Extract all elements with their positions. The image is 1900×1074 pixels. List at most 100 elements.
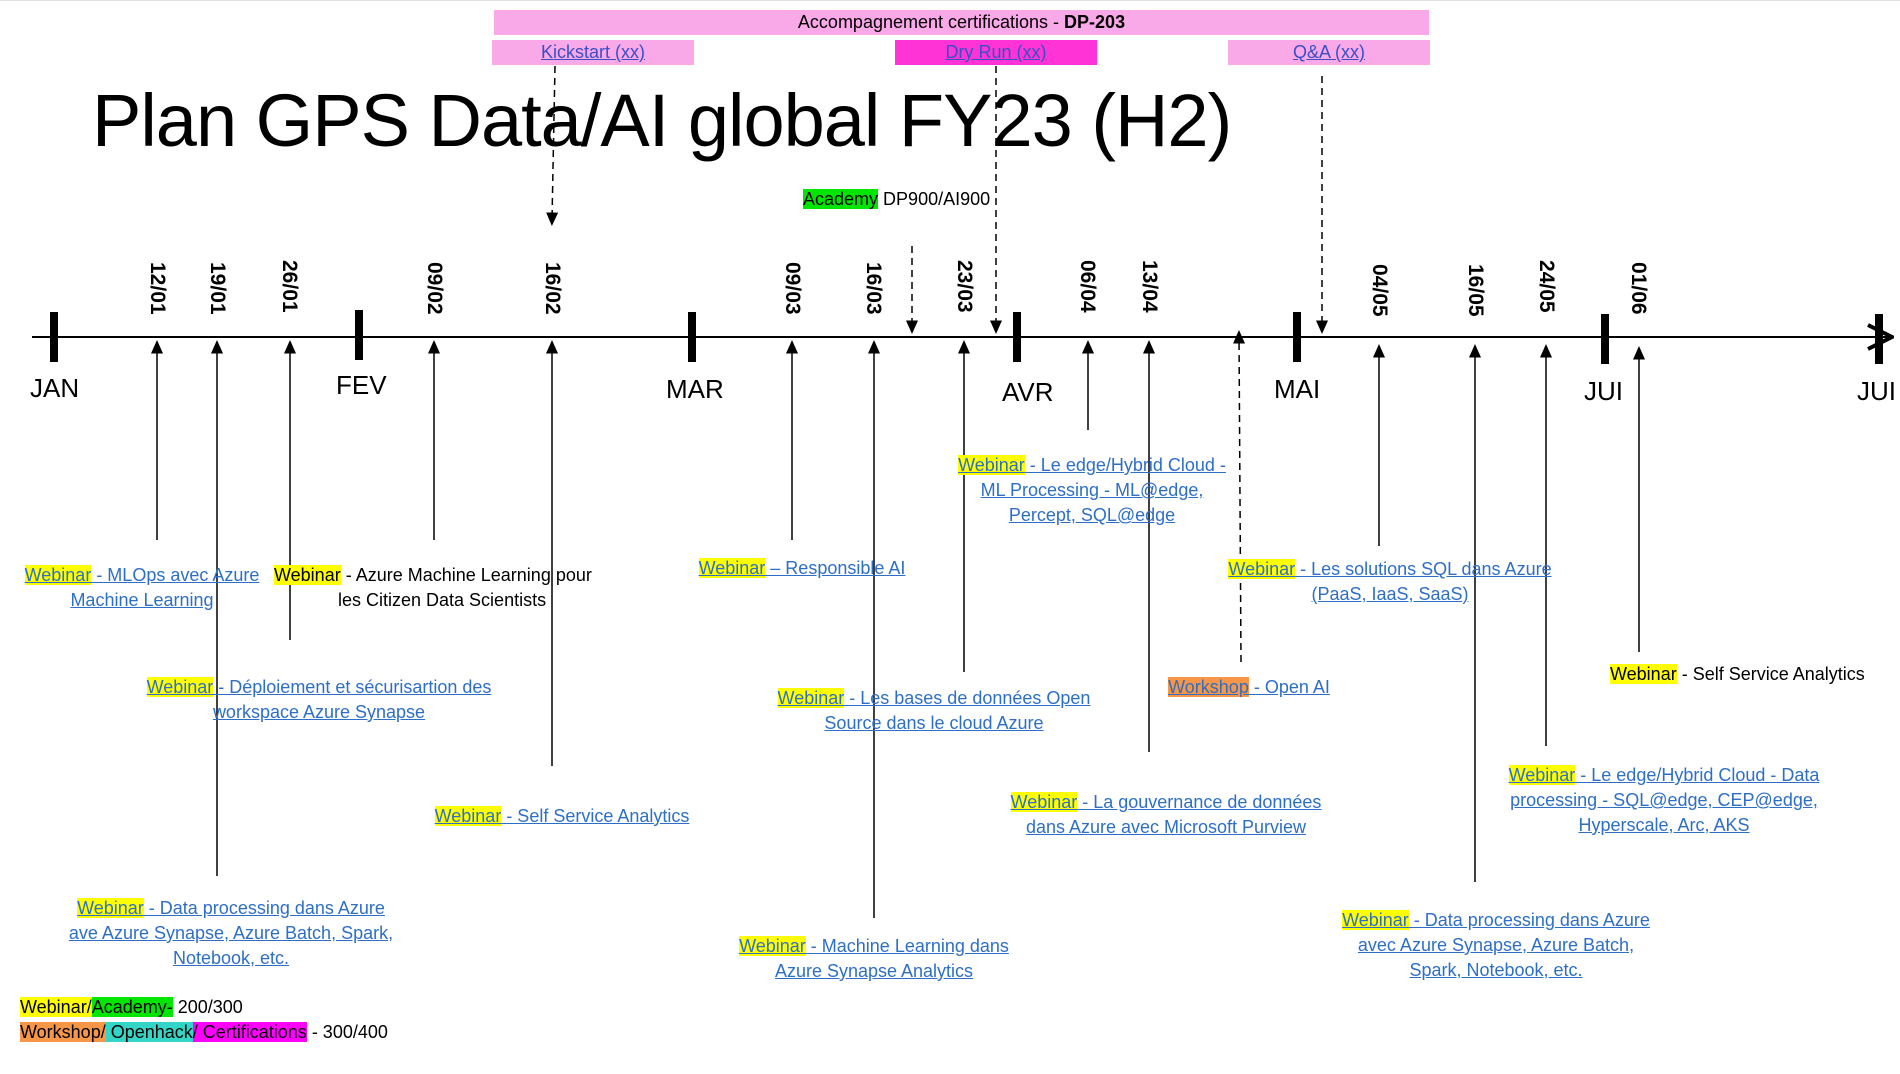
event-title[interactable]: - Les bases de données Open bbox=[844, 688, 1091, 708]
event-tag: Webinar bbox=[739, 936, 806, 956]
legend-row-300-400: Workshop/ Openhack/ Certifications - 300… bbox=[20, 1020, 388, 1045]
dry-run-link[interactable]: Dry Run (xx) bbox=[945, 42, 1047, 62]
event-tag: Webinar bbox=[434, 806, 502, 826]
event-self-service-analytics-feb[interactable]: Webinar - Self Service Analytics bbox=[424, 804, 700, 829]
academy-dp900-note: Academy DP900/AI900 bbox=[803, 189, 990, 210]
event-ml-synapse[interactable]: Webinar - Machine Learning dans Azure Sy… bbox=[724, 934, 1024, 984]
cert-session-qa[interactable]: Q&A (xx) bbox=[1228, 40, 1430, 65]
event-title[interactable]: ML Processing - ML@edge, bbox=[980, 480, 1204, 500]
month-label: FEV bbox=[336, 370, 387, 400]
date-label: 09/03 bbox=[781, 262, 804, 315]
date-label: 24/05 bbox=[1535, 260, 1558, 313]
legend-webinar: Webinar/ bbox=[20, 997, 92, 1017]
event-edge-data-processing[interactable]: Webinar - Le edge/Hybrid Cloud - Data pr… bbox=[1494, 763, 1834, 838]
event-title: les Citizen Data Scientists bbox=[338, 590, 547, 610]
event-title[interactable]: - Machine Learning dans bbox=[805, 936, 1009, 956]
date-label: 26/01 bbox=[278, 260, 301, 313]
event-synapse-workspace[interactable]: Webinar - Déploiement et sécurisartion d… bbox=[128, 675, 510, 725]
top-border bbox=[0, 0, 1900, 1]
event-mlops[interactable]: Webinar - MLOps avec Azure Machine Learn… bbox=[12, 563, 272, 613]
event-title[interactable]: (PaaS, IaaS, SaaS) bbox=[1311, 584, 1469, 604]
legend-certifications: / Certifications bbox=[192, 1022, 307, 1042]
cert-session-kickstart[interactable]: Kickstart (xx) bbox=[492, 40, 694, 65]
event-tag: Webinar bbox=[146, 677, 214, 697]
event-tag: Webinar bbox=[24, 565, 92, 585]
event-tag: Webinar bbox=[1010, 792, 1078, 812]
event-sql-solutions[interactable]: Webinar - Les solutions SQL dans Azure (… bbox=[1218, 557, 1562, 607]
legend-workshop: Workshop/ bbox=[20, 1022, 106, 1042]
academy-dp900-text: DP900/AI900 bbox=[878, 189, 991, 209]
date-label: 19/01 bbox=[206, 262, 229, 315]
event-purview[interactable]: Webinar - La gouvernance de données dans… bbox=[996, 790, 1336, 840]
event-title[interactable]: Azure Synapse Analytics bbox=[774, 961, 974, 981]
date-label: 12/01 bbox=[146, 262, 169, 315]
event-tag: Webinar bbox=[1508, 765, 1576, 785]
legend-row-200-300: Webinar/Academy- 200/300 bbox=[20, 995, 243, 1020]
event-title[interactable]: Machine Learning bbox=[70, 590, 214, 610]
event-open-source-db[interactable]: Webinar - Les bases de données Open Sour… bbox=[764, 686, 1104, 736]
event-tag: Workshop bbox=[1168, 677, 1249, 697]
event-data-processing-may[interactable]: Webinar - Data processing dans Azure ave… bbox=[1326, 908, 1666, 983]
event-tag: Webinar bbox=[698, 558, 766, 578]
event-title[interactable]: Percept, SQL@edge bbox=[1008, 505, 1176, 525]
event-title[interactable]: - Open AI bbox=[1248, 677, 1330, 697]
month-label: JUI bbox=[1584, 376, 1623, 406]
event-responsible-ai[interactable]: Webinar – Responsible AI bbox=[690, 556, 914, 581]
kickstart-dashed-arrow bbox=[546, 65, 559, 226]
date-label: 13/04 bbox=[1138, 260, 1161, 313]
event-tag: Webinar bbox=[1342, 910, 1409, 930]
event-tag: Webinar bbox=[1610, 664, 1677, 684]
event-title[interactable]: - Data processing dans Azure bbox=[143, 898, 385, 918]
date-label: 01/06 bbox=[1627, 262, 1650, 315]
event-title[interactable]: - La gouvernance de données bbox=[1077, 792, 1322, 812]
certification-code: DP-203 bbox=[1064, 12, 1126, 32]
event-title[interactable]: - Self Service Analytics bbox=[501, 806, 690, 826]
certification-bar-label: Accompagnement certifications - bbox=[797, 12, 1065, 32]
event-title[interactable]: Source dans le cloud Azure bbox=[824, 713, 1044, 733]
certification-bar: Accompagnement certifications - DP-203 bbox=[494, 10, 1429, 35]
event-title[interactable]: Notebook, etc. bbox=[172, 948, 290, 968]
event-title[interactable]: - Data processing dans Azure bbox=[1408, 910, 1650, 930]
legend-level: - 300/400 bbox=[306, 1022, 388, 1042]
event-title: - Azure Machine Learning pour bbox=[340, 565, 592, 585]
event-title[interactable]: - Déploiement et sécurisartion des bbox=[213, 677, 492, 697]
event-title[interactable]: - MLOps avec Azure bbox=[91, 565, 260, 585]
event-tag: Webinar bbox=[274, 565, 341, 585]
event-tag: Webinar bbox=[777, 688, 845, 708]
workshop-dashed-arrow bbox=[1233, 330, 1246, 663]
event-title[interactable]: workspace Azure Synapse bbox=[212, 702, 426, 722]
month-label: MAI bbox=[1274, 374, 1321, 404]
event-title[interactable]: Hyperscale, Arc, AKS bbox=[1578, 815, 1750, 835]
event-title[interactable]: - Le edge/Hybrid Cloud - bbox=[1024, 455, 1226, 475]
event-edge-ml[interactable]: Webinar - Le edge/Hybrid Cloud - ML Proc… bbox=[944, 453, 1240, 528]
event-title[interactable]: dans Azure avec Microsoft Purview bbox=[1025, 817, 1307, 837]
event-title[interactable]: – Responsible AI bbox=[765, 558, 906, 578]
event-tag: Webinar bbox=[77, 898, 144, 918]
qa-link[interactable]: Q&A (xx) bbox=[1292, 42, 1365, 62]
date-label: 23/03 bbox=[953, 260, 976, 313]
event-workshop-open-ai[interactable]: Workshop - Open AI bbox=[1160, 675, 1338, 700]
date-label: 16/03 bbox=[862, 262, 885, 315]
cert-session-dry-run[interactable]: Dry Run (xx) bbox=[895, 40, 1097, 65]
legend-openhack: Openhack bbox=[105, 1022, 193, 1042]
legend-level: 200/300 bbox=[172, 997, 243, 1017]
event-azure-ml-citizen: Webinar - Azure Machine Learning pour le… bbox=[274, 563, 622, 613]
event-title[interactable]: - Le edge/Hybrid Cloud - Data bbox=[1575, 765, 1820, 785]
event-data-processing-jan[interactable]: Webinar - Data processing dans Azure ave… bbox=[58, 896, 404, 971]
month-label: JUI bbox=[1857, 376, 1896, 406]
kickstart-link[interactable]: Kickstart (xx) bbox=[540, 42, 645, 62]
event-self-service-analytics-jun: Webinar - Self Service Analytics bbox=[1610, 662, 1890, 687]
academy-tag: Academy bbox=[803, 189, 879, 209]
event-tag: Webinar bbox=[958, 455, 1025, 475]
event-title[interactable]: ave Azure Synapse, Azure Batch, Spark, bbox=[68, 923, 394, 943]
event-title[interactable]: - Les solutions SQL dans Azure bbox=[1295, 559, 1552, 579]
month-label: AVR bbox=[1002, 377, 1054, 407]
event-title[interactable]: processing - SQL@edge, CEP@edge, bbox=[1510, 790, 1818, 810]
month-label: JAN bbox=[30, 373, 80, 403]
month-label: MAR bbox=[666, 374, 724, 404]
date-label: 09/02 bbox=[423, 262, 446, 315]
date-label: 16/02 bbox=[541, 262, 564, 315]
event-title[interactable]: avec Azure Synapse, Azure Batch, bbox=[1357, 935, 1635, 955]
event-title[interactable]: Spark, Notebook, etc. bbox=[1409, 960, 1583, 980]
